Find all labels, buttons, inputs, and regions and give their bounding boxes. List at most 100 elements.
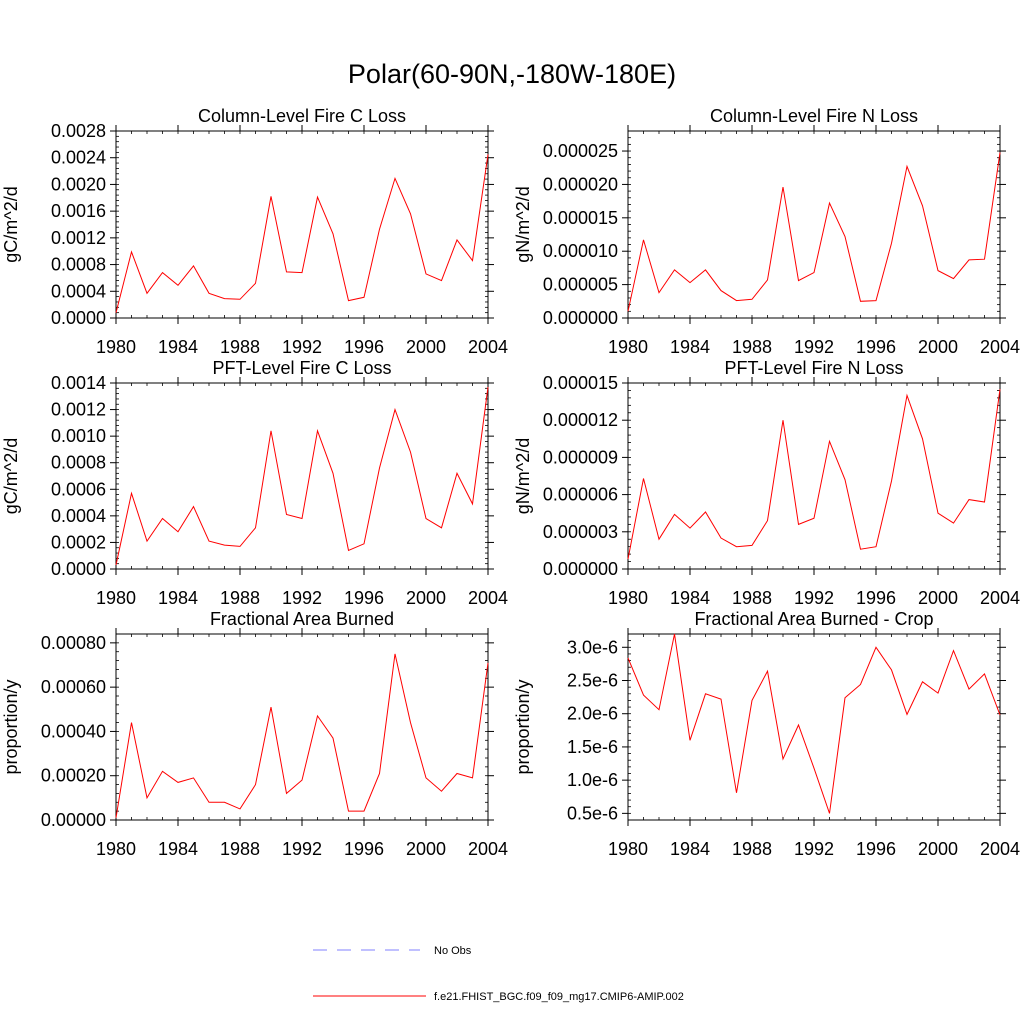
y-tick-label: 0.0016 (51, 201, 106, 221)
y-tick-label: 0.0010 (51, 426, 106, 446)
y-tick-label: 0.000012 (543, 410, 618, 430)
y-tick-label: 0.000000 (543, 308, 618, 328)
x-tick-label: 2004 (468, 839, 508, 859)
y-tick-label: 0.00000 (41, 810, 106, 830)
plot-frame (627, 382, 1001, 570)
x-tick-label: 1984 (670, 588, 710, 608)
y-tick-label: 0.0024 (51, 148, 106, 168)
y-tick-label: 0.0014 (51, 373, 106, 393)
x-tick-label: 1980 (96, 839, 136, 859)
x-tick-label: 2004 (980, 588, 1020, 608)
chart-title: Fractional Area Burned - Crop (694, 609, 933, 629)
y-axis-label: gN/m^2/d (513, 186, 533, 262)
y-axis-label: gC/m^2/d (1, 438, 21, 514)
x-tick-label: 2004 (980, 337, 1020, 357)
y-tick-label: 1.0e-6 (567, 770, 618, 790)
x-tick-label: 1980 (608, 839, 648, 859)
y-tick-label: 0.0008 (51, 453, 106, 473)
y-axis-label: proportion/y (1, 679, 21, 774)
x-tick-label: 1992 (282, 337, 322, 357)
x-tick-label: 1988 (732, 839, 772, 859)
y-axis-label: proportion/y (513, 679, 533, 774)
x-tick-label: 2000 (918, 337, 958, 357)
y-tick-label: 0.000015 (543, 208, 618, 228)
series-line-1 (115, 386, 489, 566)
x-tick-label: 2000 (918, 839, 958, 859)
y-tick-label: 3.0e-6 (567, 637, 618, 657)
x-tick-label: 1980 (96, 337, 136, 357)
y-tick-label: 0.00080 (41, 633, 106, 653)
y-tick-label: 0.5e-6 (567, 803, 618, 823)
x-tick-label: 2000 (406, 839, 446, 859)
x-tick-label: 1992 (282, 588, 322, 608)
y-tick-label: 0.0012 (51, 400, 106, 420)
legend-model-label: f.e21.FHIST_BGC.f09_f09_mg17.CMIP6-AMIP.… (434, 991, 684, 1003)
x-tick-label: 1996 (856, 337, 896, 357)
y-tick-label: 0.0004 (51, 281, 106, 301)
y-axis-label: gC/m^2/d (1, 186, 21, 262)
y-tick-label: 0.00020 (41, 766, 106, 786)
x-tick-label: 1996 (344, 588, 384, 608)
x-tick-label: 1980 (96, 588, 136, 608)
chart-panels: Column-Level Fire C Loss gC/m^2/d 1980 1984… (1, 106, 1020, 859)
y-tick-label: 0.000025 (543, 141, 618, 161)
series-line-1 (627, 152, 1001, 312)
chart-panel-3: PFT-Level Fire C Loss gC/m^2/d 1980 1984 198… (1, 358, 508, 608)
plot-frame (115, 633, 489, 821)
chart-panel-2: Column-Level Fire N Loss gN/m^2/d 1980 1984… (513, 106, 1020, 357)
y-tick-label: 0.000020 (543, 174, 618, 194)
x-tick-label: 2000 (406, 588, 446, 608)
x-tick-label: 1996 (856, 588, 896, 608)
chart-title: Column-Level Fire N Loss (710, 106, 918, 126)
chart-title: Fractional Area Burned (210, 609, 394, 629)
chart-title: PFT-Level Fire C Loss (212, 358, 391, 378)
y-tick-label: 0.0006 (51, 479, 106, 499)
legend-obs-label: No Obs (434, 945, 472, 957)
x-tick-label: 1996 (344, 839, 384, 859)
y-tick-label: 0.000003 (543, 522, 618, 542)
y-tick-label: 0.000010 (543, 241, 618, 261)
x-tick-label: 1984 (158, 588, 198, 608)
x-tick-label: 2000 (406, 337, 446, 357)
x-tick-label: 2004 (468, 588, 508, 608)
plot-frame (627, 633, 1001, 821)
x-tick-label: 1988 (220, 588, 260, 608)
x-tick-label: 1996 (856, 839, 896, 859)
x-tick-label: 1988 (732, 337, 772, 357)
chart-panel-1: Column-Level Fire C Loss gC/m^2/d 1980 1984… (1, 106, 508, 357)
x-tick-label: 1992 (282, 839, 322, 859)
y-axis-label: gN/m^2/d (513, 438, 533, 514)
chart-panel-4: PFT-Level Fire N Loss gN/m^2/d 1980 1984 198… (513, 358, 1020, 608)
x-tick-label: 2004 (468, 337, 508, 357)
chart-panel-5: Fractional Area Burned proportion/y 1980 19… (1, 609, 508, 859)
y-tick-label: 0.0020 (51, 174, 106, 194)
y-tick-label: 0.0002 (51, 532, 106, 552)
series-line-1 (115, 653, 489, 818)
y-tick-label: 0.00040 (41, 721, 106, 741)
y-tick-label: 0.0008 (51, 255, 106, 275)
x-tick-label: 1980 (608, 588, 648, 608)
x-tick-label: 1984 (670, 337, 710, 357)
y-tick-label: 2.0e-6 (567, 704, 618, 724)
x-tick-label: 1984 (158, 839, 198, 859)
x-tick-label: 1992 (794, 337, 834, 357)
x-tick-label: 1992 (794, 588, 834, 608)
plot-frame (627, 130, 1001, 319)
x-tick-label: 1996 (344, 337, 384, 357)
y-tick-label: 0.000005 (543, 275, 618, 295)
plot-frame (115, 130, 489, 319)
x-tick-label: 1988 (220, 337, 260, 357)
x-tick-label: 1988 (732, 588, 772, 608)
series-line-1 (627, 389, 1001, 560)
x-tick-label: 2000 (918, 588, 958, 608)
x-tick-label: 2004 (980, 839, 1020, 859)
figure-title: Polar(60-90N,-180W-180E) (348, 59, 676, 89)
y-tick-label: 0.0000 (51, 559, 106, 579)
y-tick-label: 1.5e-6 (567, 737, 618, 757)
y-tick-label: 0.000009 (543, 447, 618, 467)
chart-title: PFT-Level Fire N Loss (724, 358, 903, 378)
chart-title: Column-Level Fire C Loss (198, 106, 406, 126)
series-line-1 (115, 154, 489, 313)
plot-frame (115, 382, 489, 570)
